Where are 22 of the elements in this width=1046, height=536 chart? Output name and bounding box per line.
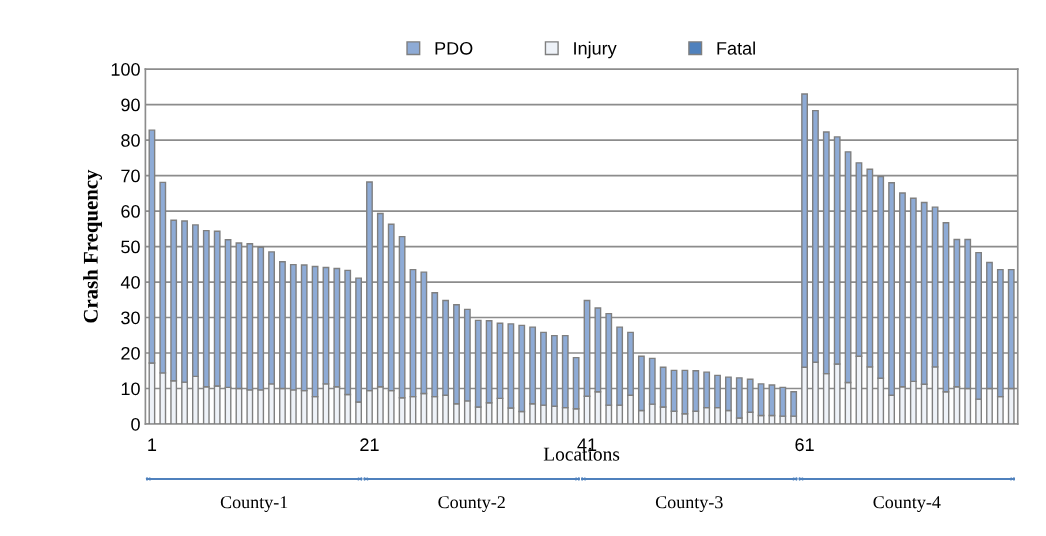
text: County-1: [220, 496, 288, 512]
y-tick-label: 50: [121, 240, 140, 254]
x-tick-label: 61: [795, 438, 814, 452]
y-tick-label: 90: [121, 98, 140, 112]
x-tick-label: 21: [360, 438, 379, 451]
y-tick-label: 20: [121, 346, 140, 360]
y-tick-label: 70: [121, 169, 140, 183]
text: County-3: [655, 496, 723, 512]
y-tick-label: 30: [121, 311, 140, 325]
x-tick-label: 1: [148, 438, 157, 451]
y-tick-label: 60: [121, 205, 140, 218]
y-axis-title: Crash Frequency: [83, 169, 103, 323]
y-tick-label: 100: [111, 63, 140, 76]
y-tick-label: 40: [120, 275, 140, 289]
y-tick-label: 80: [121, 134, 140, 147]
y-tick-label: 0: [131, 417, 140, 431]
text: County-4: [873, 496, 941, 512]
legend-label: Injury: [574, 41, 617, 59]
legend-label: Fatal: [717, 41, 755, 55]
legend-label: PDO: [435, 41, 473, 55]
text: County-2: [438, 496, 505, 512]
y-tick-label: 10: [121, 382, 140, 396]
